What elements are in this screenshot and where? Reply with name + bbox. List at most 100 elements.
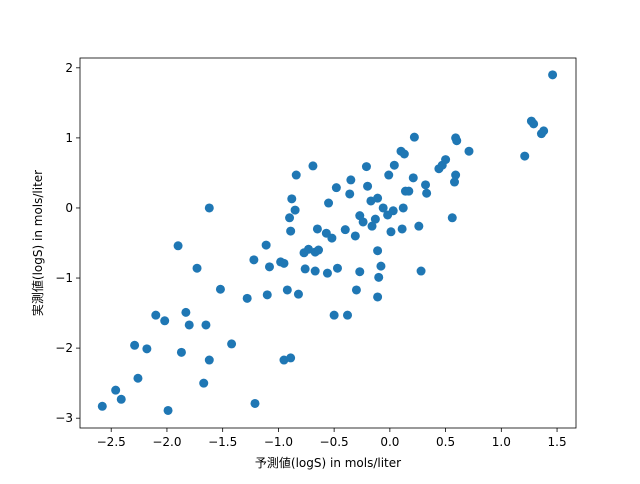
point (376, 261, 386, 271)
point (286, 226, 296, 236)
point (322, 268, 332, 278)
y-tick-label: 0 (65, 201, 73, 215)
point (163, 405, 173, 415)
point (397, 224, 407, 234)
x-tick-label: −1.0 (264, 435, 293, 449)
point (192, 263, 202, 273)
point (350, 231, 360, 241)
point (378, 203, 388, 213)
y-axis-label: 実測値(logS) in mols/liter (30, 170, 45, 316)
point (286, 353, 296, 363)
point (351, 285, 361, 295)
point (332, 263, 342, 273)
point (116, 394, 126, 404)
point (264, 262, 274, 272)
point (227, 339, 237, 349)
point (181, 307, 191, 317)
point (370, 214, 380, 224)
point (451, 170, 461, 180)
point (176, 347, 186, 357)
point (261, 240, 271, 250)
x-tick-label: 1.0 (492, 435, 511, 449)
point (373, 292, 383, 302)
point (111, 385, 121, 395)
point (327, 233, 337, 243)
point (314, 245, 324, 255)
point (464, 146, 474, 156)
point (287, 194, 297, 204)
point (343, 310, 353, 320)
y-tick-label: −1 (55, 271, 73, 285)
x-tick-label: 0.0 (380, 435, 399, 449)
point (329, 310, 339, 320)
point (204, 355, 214, 365)
point (404, 186, 414, 196)
point (285, 213, 295, 223)
point (199, 378, 209, 388)
point (130, 340, 140, 350)
point (421, 180, 431, 190)
x-tick-label: 1.5 (548, 435, 567, 449)
point (312, 224, 322, 234)
y-tick-label: −2 (55, 341, 73, 355)
y-tick-label: 1 (65, 131, 73, 145)
point (250, 398, 260, 408)
x-tick-label: −0.5 (320, 435, 349, 449)
point (282, 285, 292, 295)
point (346, 175, 356, 185)
point (324, 198, 334, 208)
point (367, 221, 377, 231)
point (363, 181, 373, 191)
point (262, 290, 272, 300)
point (345, 189, 355, 199)
y-tick-label: −3 (55, 411, 73, 425)
point (308, 161, 318, 171)
point (539, 126, 549, 136)
point (293, 289, 303, 299)
point (215, 284, 225, 294)
point (151, 310, 161, 320)
point (548, 70, 558, 80)
point (399, 149, 409, 159)
point (450, 177, 460, 187)
point (97, 401, 107, 411)
point (386, 227, 396, 237)
x-tick-label: 0.5 (436, 435, 455, 449)
point (290, 205, 300, 215)
point (173, 241, 183, 251)
point (529, 119, 539, 129)
point (374, 272, 384, 282)
point (291, 170, 301, 180)
point (452, 136, 462, 146)
x-axis-label: 予測値(logS) in mols/liter (255, 455, 401, 470)
point (416, 266, 426, 276)
point (279, 258, 289, 268)
point (300, 264, 310, 274)
x-tick-label: −1.5 (208, 435, 237, 449)
point (409, 132, 419, 142)
point (133, 373, 143, 383)
point (358, 217, 368, 227)
point (204, 203, 214, 213)
point (355, 267, 365, 277)
point (422, 188, 432, 198)
point (242, 293, 252, 303)
point (310, 266, 320, 276)
y-tick-label: 2 (65, 61, 73, 75)
point (520, 151, 530, 161)
point (447, 213, 457, 223)
point (201, 320, 211, 330)
point (373, 246, 383, 256)
plot-frame (79, 57, 577, 429)
point (160, 316, 170, 326)
point (142, 344, 152, 354)
point (340, 225, 350, 235)
point (441, 155, 451, 165)
point (398, 203, 408, 213)
point (361, 162, 371, 172)
point (384, 170, 394, 180)
point (184, 320, 194, 330)
point (408, 173, 418, 183)
